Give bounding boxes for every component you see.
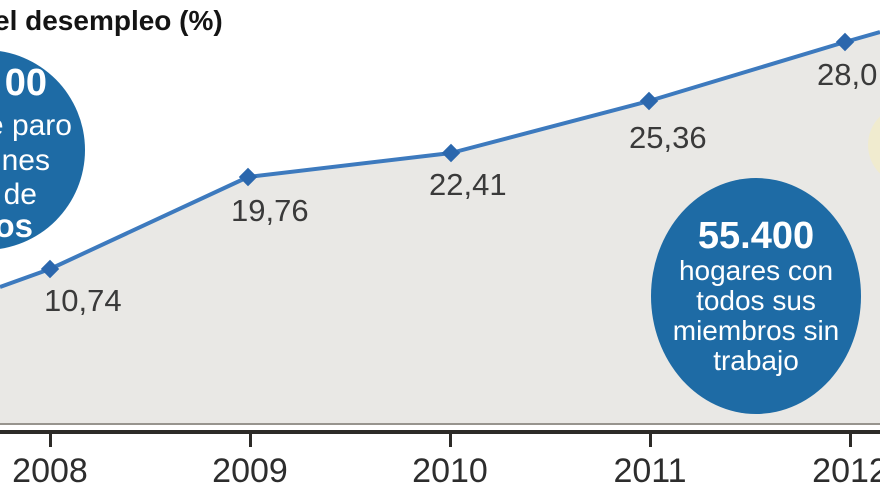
data-point-marker-2010 — [441, 143, 461, 163]
point-label-2008: 10,74 — [44, 283, 122, 318]
year-label-2012: 2012 — [812, 452, 880, 490]
x-axis-line — [0, 430, 880, 434]
year-label-2008: 2008 — [12, 452, 88, 490]
right-bubble-line-1: hogares con — [678, 255, 834, 286]
data-point-marker-2008 — [40, 259, 60, 279]
x-axis-tick-2012 — [849, 434, 852, 447]
point-label-2009: 19,76 — [231, 193, 309, 228]
x-axis-baseline-light — [0, 423, 880, 425]
data-point-marker-2012 — [835, 32, 855, 52]
year-label-2011: 2011 — [613, 452, 687, 490]
point-label-2011: 25,36 — [629, 120, 707, 155]
data-point-marker-2011 — [639, 91, 659, 111]
right-bubble-line-3: miembros sin — [672, 315, 840, 346]
year-label-2009: 2009 — [212, 452, 288, 490]
x-axis-tick-2009 — [249, 434, 252, 447]
x-axis-tick-2010 — [449, 434, 452, 447]
x-axis-tick-2011 — [649, 434, 652, 447]
point-label-2012: 28,0 — [817, 57, 878, 92]
right-bubble-value: 55.400 — [697, 215, 815, 257]
right-info-bubble: 55.400 hogares con todos sus miembros si… — [651, 178, 861, 414]
data-point-marker-2009 — [238, 167, 258, 187]
year-label-2010: 2010 — [412, 452, 488, 490]
right-bubble-line-4: trabajo — [713, 345, 799, 376]
x-axis-tick-2008 — [49, 434, 52, 447]
point-label-2010: 22,41 — [429, 167, 507, 202]
chart-title: el desempleo (%) — [0, 5, 223, 36]
right-bubble-line-2: todos sus — [696, 285, 816, 316]
